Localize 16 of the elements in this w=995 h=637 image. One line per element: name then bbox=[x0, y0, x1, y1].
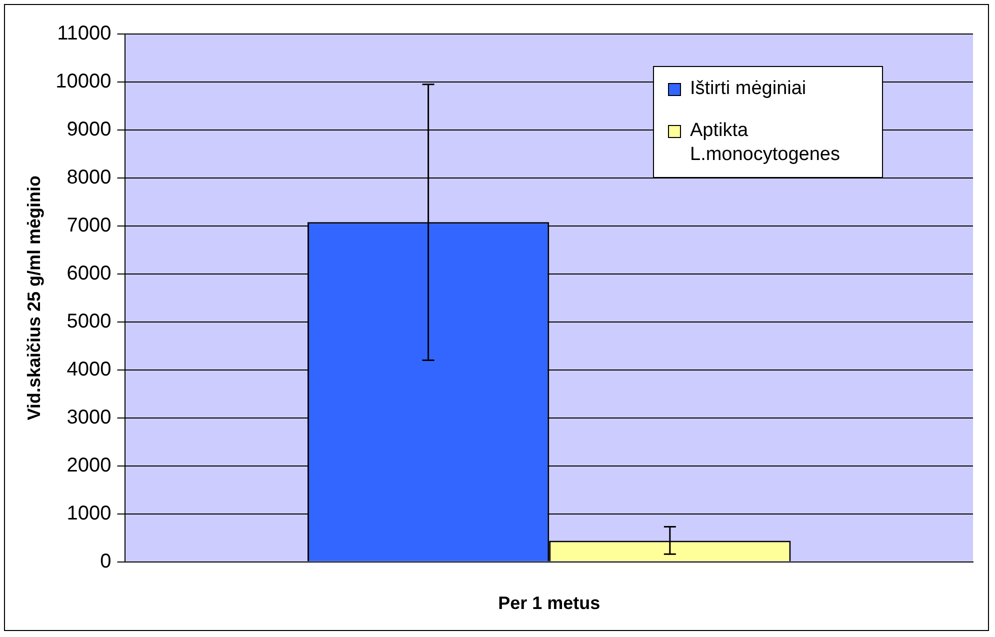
x-axis-title: Per 1 metus bbox=[498, 593, 600, 614]
y-tick-label: 6000 bbox=[66, 262, 112, 284]
y-tick-label: 1000 bbox=[66, 502, 112, 524]
y-tick-label: 3000 bbox=[66, 406, 112, 428]
y-tick-label: 10000 bbox=[56, 70, 112, 92]
y-tick-label: 9000 bbox=[66, 118, 112, 140]
y-tick-label: 0 bbox=[100, 550, 112, 572]
y-axis-title: Vid.skaičius 25 g/ml mėginio bbox=[24, 176, 44, 420]
y-tick-label: 8000 bbox=[66, 166, 112, 188]
legend-label: Aptikta L.monocytogenes bbox=[690, 120, 840, 165]
y-tick-label: 2000 bbox=[66, 454, 112, 476]
y-tick-label: 7000 bbox=[66, 214, 112, 236]
legend-label: Ištirti mėginiai bbox=[690, 78, 806, 99]
y-tick-label: 4000 bbox=[66, 358, 112, 380]
y-tick-label: 11000 bbox=[57, 22, 112, 45]
y-tick-label: 5000 bbox=[66, 310, 112, 332]
